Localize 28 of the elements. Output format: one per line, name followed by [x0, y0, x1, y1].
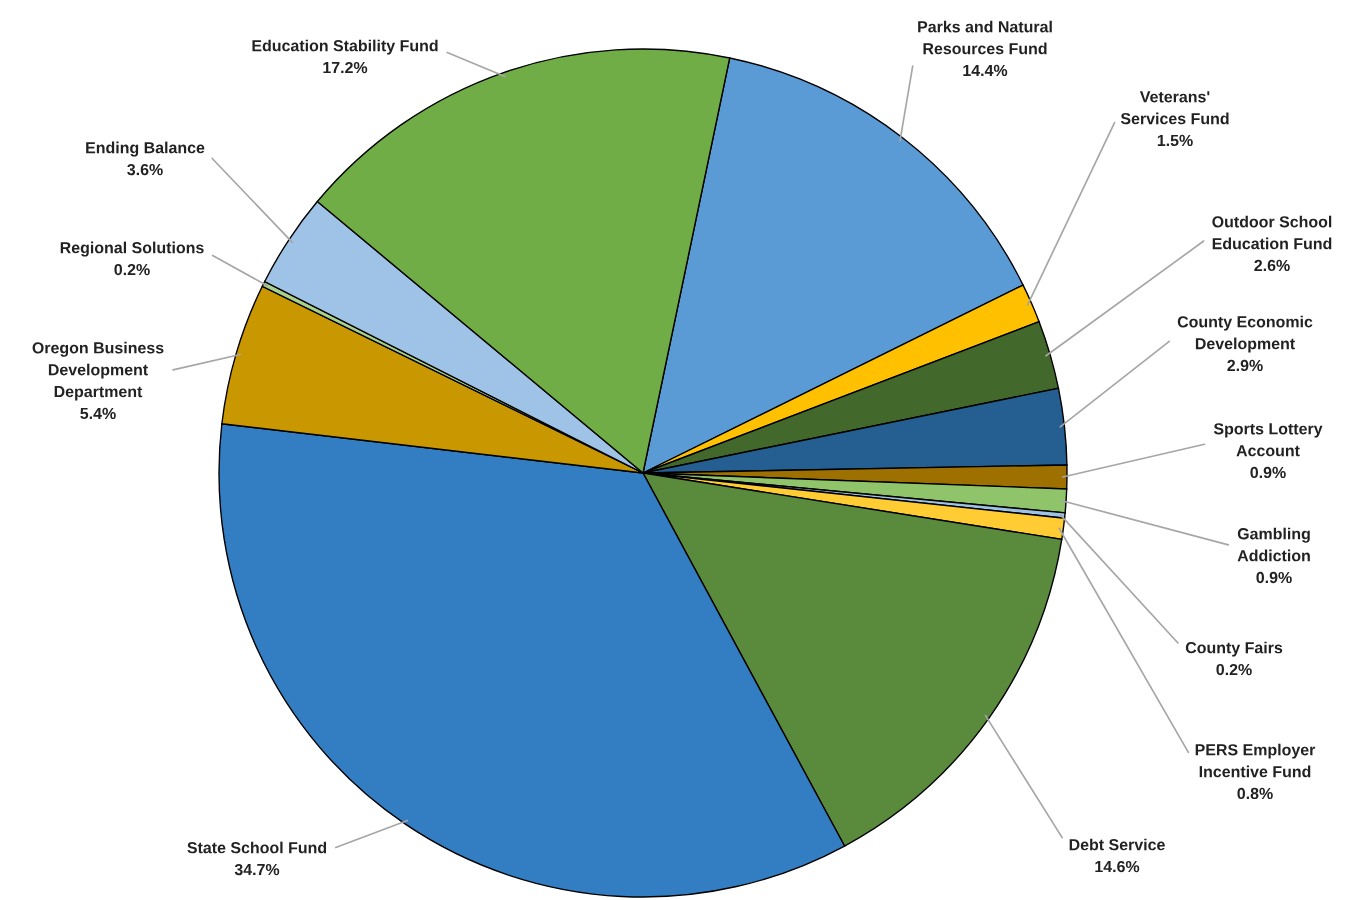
slice-label: Debt Service: [1069, 838, 1165, 851]
slice-label: State School Fund: [187, 841, 327, 854]
slice-label: County Fairs: [1185, 641, 1283, 657]
data-label: 3.6%: [127, 163, 163, 176]
slice-label: Oregon Business Development Department: [32, 341, 164, 401]
data-label: 0.8%: [1237, 787, 1273, 800]
slice-label: Sports Lottery Account: [1213, 423, 1323, 457]
data-label: 1.5%: [1157, 134, 1193, 147]
slice-label: Ending Balance: [86, 141, 205, 157]
slice-label: Veterans' Services Fund: [1120, 91, 1229, 125]
data-label: 0.2%: [1216, 663, 1252, 676]
data-label: 5.4%: [80, 407, 116, 420]
data-label: 0.9%: [1250, 466, 1286, 479]
slice-label: Parks and Natural Resources Fund: [918, 20, 1052, 55]
slice-label: PERS Employer Incentive Fund: [1195, 743, 1316, 778]
data-label: 2.6%: [1254, 259, 1290, 272]
data-label: 14.6%: [1095, 860, 1140, 873]
slice-label: County Economic Development: [1177, 315, 1313, 353]
data-label: 17.2%: [323, 61, 368, 74]
data-label: 2.9%: [1227, 359, 1263, 372]
data-label: 0.2%: [114, 263, 150, 276]
data-label: 34.7%: [234, 863, 280, 876]
slice-label: Gambling Addiction: [1237, 527, 1310, 562]
slice-label: Regional Solutions: [60, 241, 204, 257]
data-label: 14.4%: [963, 64, 1008, 77]
slice-label: Outdoor School Education Fund: [1212, 215, 1332, 250]
data-label: 0.9%: [1256, 571, 1292, 584]
slice-label: Education Stability Fund: [252, 39, 438, 55]
